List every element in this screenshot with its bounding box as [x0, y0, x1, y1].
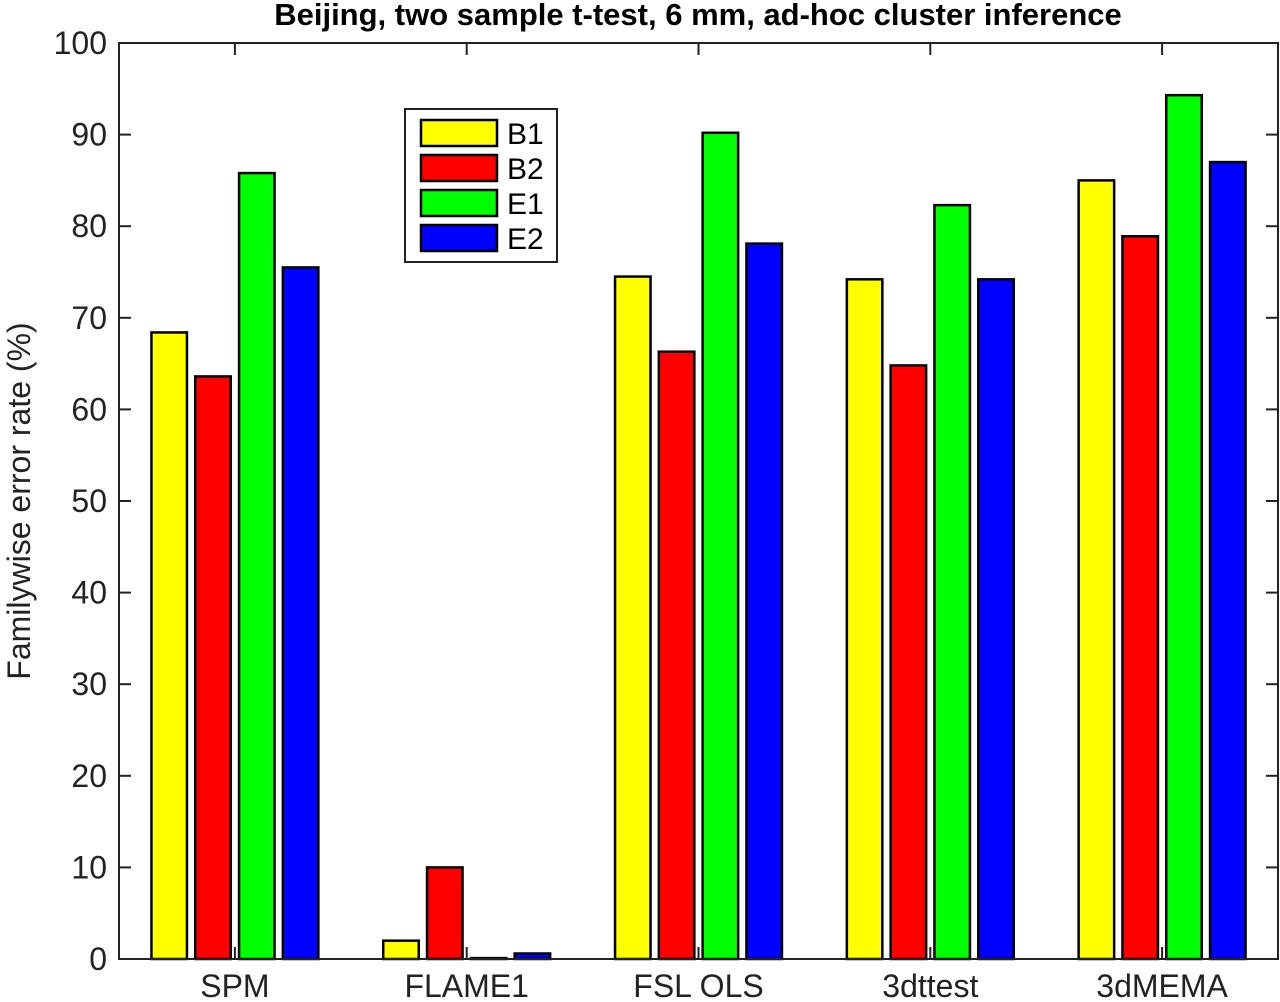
y-tick-label: 70: [71, 300, 107, 336]
y-tick-label: 0: [89, 941, 107, 977]
bar-e1-spm: [237, 171, 276, 961]
y-tick-label: 10: [71, 849, 107, 885]
bar-b1-3dttest: [845, 278, 884, 961]
legend-swatch-b1: [419, 118, 499, 148]
y-tick-label: 100: [54, 25, 107, 61]
y-tick-label: 50: [71, 483, 107, 519]
bar-e2-3dttest: [977, 278, 1015, 961]
bars-group: [150, 93, 1247, 961]
y-tick-label: 20: [71, 758, 107, 794]
legend-label-e1: E1: [507, 188, 544, 221]
bar-b2-3dmema: [1121, 235, 1160, 961]
x-tick-label: FLAME1: [404, 968, 528, 1002]
legend-swatch-e2: [419, 223, 499, 253]
y-tick-label: 60: [71, 391, 107, 427]
legend-label-e2: E2: [507, 223, 544, 256]
x-axis: SPM FLAME1 FSL OLS 3dttest 3dMEMA: [200, 43, 1229, 1002]
x-tick-label: SPM: [200, 968, 269, 1002]
bar-e2-3dmema: [1208, 160, 1247, 961]
y-tick-label: 80: [71, 208, 107, 244]
y-axis-label: Familywise error rate (%): [1, 322, 37, 679]
chart-title: Beijing, two sample t-test, 6 mm, ad-hoc…: [274, 0, 1122, 32]
bar-b1-spm: [150, 331, 189, 961]
y-tick-label: 90: [71, 117, 107, 153]
y-axis: 0 10 20 30 40 50 60 70 80 90 100: [54, 25, 1278, 977]
bar-b1-fsl-ols: [613, 275, 652, 961]
y-tick-label: 40: [71, 575, 107, 611]
x-tick-label: 3dttest: [882, 968, 978, 1002]
bar-b2-fsl-ols: [657, 350, 696, 961]
bar-e1-fsl-ols: [701, 131, 740, 961]
legend-swatch-e1: [419, 188, 499, 218]
bar-b1-3dmema: [1077, 179, 1116, 961]
bar-e2-spm: [281, 266, 320, 961]
bar-b2-3dttest: [889, 364, 928, 961]
x-tick-label: FSL OLS: [633, 968, 763, 1002]
bar-e1-3dttest: [933, 203, 972, 961]
bar-e1-3dmema: [1165, 93, 1203, 961]
bar-e2-fsl-ols: [745, 242, 784, 961]
y-tick-label: 30: [71, 666, 107, 702]
bar-b2-flame1: [425, 866, 464, 961]
x-tick-label: 3dMEMA: [1096, 968, 1228, 1002]
legend-swatch-b2: [419, 153, 499, 183]
bar-b2-spm: [194, 375, 232, 961]
legend-label-b1: B1: [507, 118, 544, 151]
bar-b1-flame1: [382, 939, 420, 961]
legend-label-b2: B2: [507, 153, 544, 186]
